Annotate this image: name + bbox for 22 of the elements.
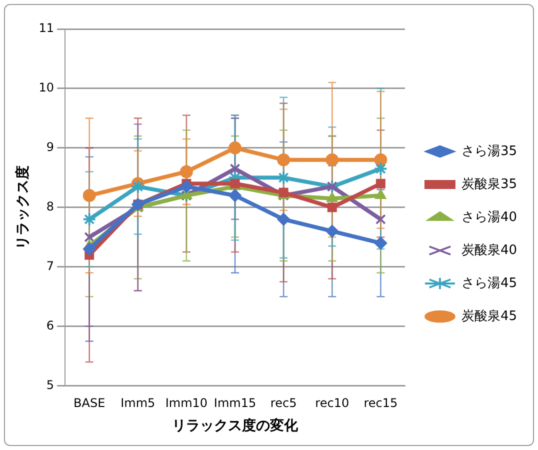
y-tick-label: 5 — [46, 378, 54, 392]
legend-label: 炭酸泉35 — [461, 176, 518, 192]
y-tick-label: 11 — [38, 21, 54, 36]
y-axis-title: リラックス度 — [14, 165, 32, 250]
x-tick-label: rec5 — [270, 396, 297, 410]
y-tick-label: 10 — [38, 80, 54, 95]
legend-label: さら湯45 — [461, 276, 518, 291]
legend-label: さら湯35 — [461, 144, 518, 159]
x-tick-label: rec10 — [315, 396, 350, 410]
legend-label: さら湯40 — [461, 210, 518, 225]
x-tick-label: rec15 — [364, 396, 398, 410]
x-tick-label: Imm10 — [165, 396, 208, 410]
y-tick-label: 9 — [46, 140, 54, 154]
x-tick-label: BASE — [74, 396, 106, 410]
x-tick-label: Imm5 — [120, 396, 156, 410]
x-tick-label: Imm15 — [214, 396, 256, 410]
y-tick-label: 7 — [46, 258, 54, 273]
y-tick-label: 8 — [46, 200, 54, 214]
legend-label: 炭酸泉40 — [461, 242, 518, 258]
x-axis-title: リラックス度の変化 — [172, 417, 300, 434]
legend-label: 炭酸泉45 — [461, 308, 518, 324]
y-tick-label: 6 — [46, 318, 54, 332]
